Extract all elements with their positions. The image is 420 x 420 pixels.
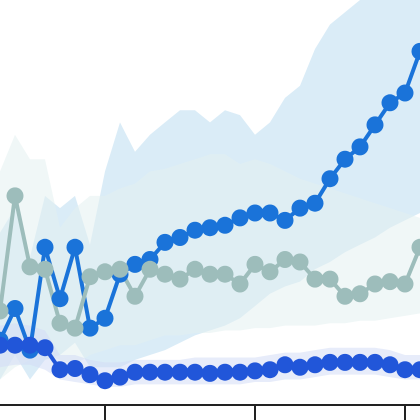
- series-2-point: [381, 356, 399, 374]
- series-points: [0, 42, 420, 390]
- series-0-point: [351, 138, 369, 156]
- series-1-point: [51, 314, 69, 332]
- series-0-point: [306, 194, 324, 212]
- series-1-point: [276, 251, 294, 268]
- series-1-point: [111, 260, 129, 278]
- series-1-point: [21, 258, 39, 276]
- series-1-point: [216, 265, 234, 283]
- series-1-point: [351, 285, 369, 303]
- series-2-point: [171, 363, 189, 381]
- series-1-point: [201, 265, 219, 283]
- series-1-point: [66, 319, 84, 337]
- series-0-point: [96, 309, 114, 327]
- series-2-point: [186, 363, 204, 381]
- series-1-point: [306, 270, 324, 288]
- series-2-point: [6, 336, 24, 354]
- series-2-point: [156, 363, 174, 381]
- series-0-point: [81, 319, 99, 337]
- series-0-point: [126, 255, 144, 273]
- series-2-point: [201, 364, 219, 382]
- series-2-point: [231, 363, 249, 381]
- series-1-point: [261, 263, 279, 281]
- series-1-point: [156, 265, 174, 283]
- series-1-point: [411, 238, 420, 256]
- series-2-point: [141, 363, 159, 381]
- series-2-point: [336, 353, 354, 371]
- series-2-point: [366, 353, 384, 371]
- series-2-point: [306, 356, 324, 374]
- series-1-point: [6, 187, 24, 205]
- series-0-point: [411, 42, 420, 60]
- series-1-point: [36, 260, 54, 278]
- series-0-point: [336, 150, 354, 168]
- series-0-point: [36, 238, 54, 256]
- series-2-point: [36, 339, 54, 357]
- series-0-point: [246, 204, 264, 222]
- series-0-point: [171, 229, 189, 246]
- series-0-point: [381, 94, 399, 112]
- series-2-point: [21, 336, 39, 354]
- series-0-point: [156, 233, 174, 251]
- series-1-point: [291, 253, 309, 271]
- series-1-point: [126, 287, 144, 305]
- series-1-point: [0, 302, 9, 320]
- series-2-point: [111, 368, 129, 386]
- series-1-point: [321, 270, 339, 288]
- series-1-point: [96, 263, 114, 281]
- series-2-point: [81, 366, 99, 384]
- series-2-point: [396, 361, 414, 379]
- series-2-point: [66, 360, 84, 377]
- series-0-point: [66, 238, 84, 256]
- series-2-point: [216, 363, 234, 381]
- x-axis: [0, 404, 420, 420]
- series-0-point: [6, 300, 24, 317]
- series-2-point: [276, 356, 294, 374]
- series-0-point: [51, 290, 69, 308]
- series-2-point: [291, 358, 309, 376]
- series-2-point: [96, 372, 114, 390]
- series-0-point: [216, 216, 234, 234]
- series-2-point: [261, 361, 279, 379]
- series-1-point: [186, 260, 204, 278]
- series-2-point: [51, 361, 69, 379]
- series-0-point: [261, 204, 279, 222]
- series-2-point: [0, 336, 9, 354]
- series-1-point: [366, 275, 384, 293]
- series-0-point: [186, 221, 204, 239]
- series-1-point: [231, 275, 249, 293]
- series-1-point: [246, 255, 264, 273]
- series-2-point: [246, 362, 264, 380]
- series-0-point: [201, 219, 219, 237]
- series-2-point: [126, 363, 144, 381]
- series-0-point: [396, 84, 414, 102]
- series-0-point: [231, 209, 249, 227]
- series-1-point: [336, 287, 354, 305]
- series-0-point: [291, 199, 309, 217]
- series-1-point: [396, 275, 414, 293]
- series-0-point: [276, 211, 294, 229]
- series-0-point: [321, 170, 339, 188]
- series-1-point: [141, 260, 159, 278]
- series-1-point: [171, 270, 189, 288]
- series-2-point: [321, 353, 339, 371]
- series-1-point: [381, 273, 399, 291]
- series-1-point: [81, 268, 99, 286]
- series-2-point: [351, 353, 369, 371]
- series-0-point: [366, 116, 384, 134]
- series-2-point: [411, 361, 420, 379]
